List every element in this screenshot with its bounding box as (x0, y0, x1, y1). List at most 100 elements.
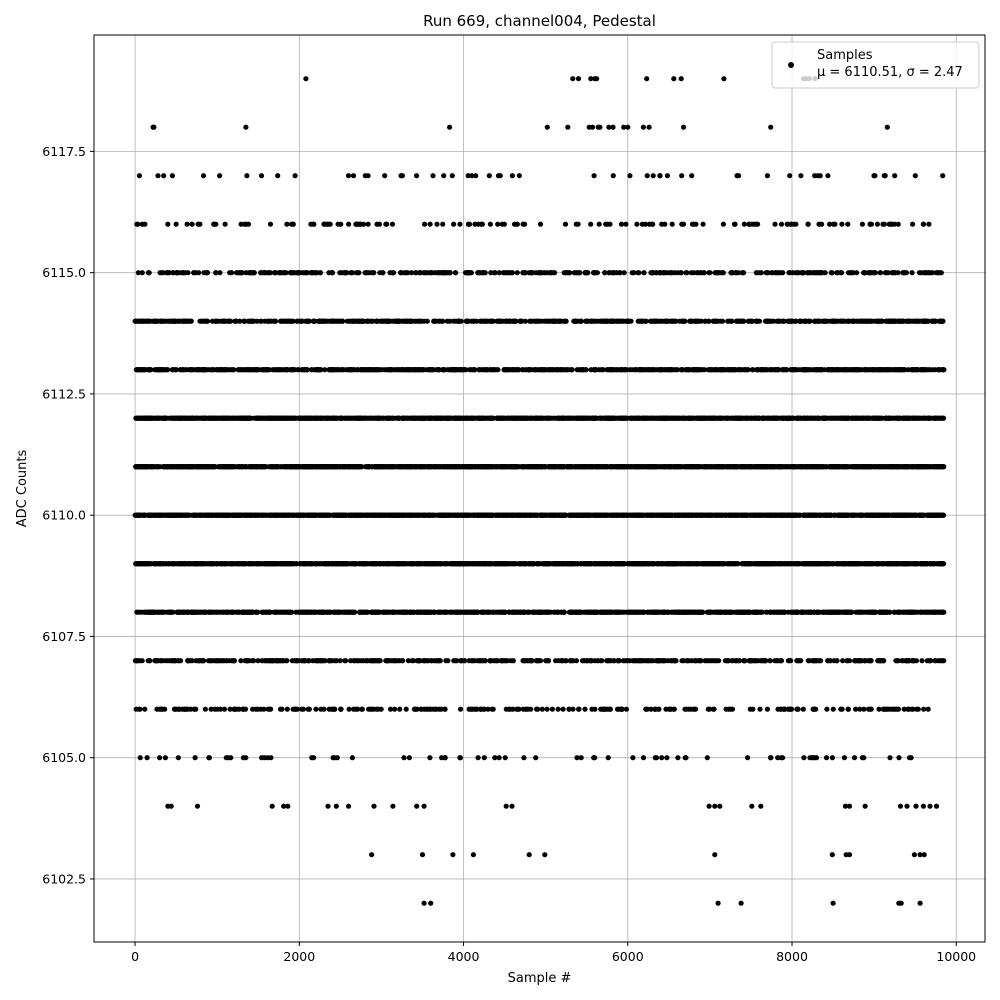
data-point (194, 803, 201, 809)
data-point (223, 755, 229, 761)
data-point (261, 706, 267, 712)
data-point (841, 755, 848, 761)
data-point (788, 609, 794, 615)
data-point (516, 561, 522, 567)
data-point (471, 658, 477, 664)
data-point (201, 658, 207, 664)
data-point (412, 706, 418, 712)
data-point (893, 706, 899, 712)
data-point (591, 755, 597, 761)
data-point (733, 561, 739, 567)
data-point (845, 706, 852, 712)
data-point (824, 706, 830, 712)
data-point (151, 561, 157, 567)
data-point (281, 609, 288, 615)
data-point (438, 706, 444, 712)
data-point (221, 658, 227, 664)
data-point (305, 609, 311, 615)
data-point (555, 706, 561, 712)
data-point (940, 561, 946, 567)
data-point (647, 609, 653, 615)
data-point (620, 561, 626, 567)
data-point (935, 561, 941, 567)
data-point (387, 706, 394, 712)
data-point (361, 609, 367, 615)
data-point (459, 561, 465, 567)
data-point (169, 658, 175, 664)
data-point (279, 706, 285, 712)
data-point (908, 609, 914, 615)
data-point (527, 609, 533, 615)
data-point (533, 755, 539, 761)
data-point (630, 755, 636, 761)
data-point (346, 706, 352, 712)
data-point (791, 561, 798, 567)
data-point (224, 561, 230, 567)
data-point (884, 561, 890, 567)
data-point (801, 755, 807, 761)
data-point (702, 658, 708, 664)
data-point (442, 561, 448, 567)
data-point (273, 609, 279, 615)
data-point (539, 706, 545, 712)
data-point (442, 755, 448, 761)
data-point (489, 561, 495, 567)
data-point (208, 706, 214, 712)
data-point (638, 609, 645, 615)
data-point (608, 609, 614, 615)
data-point (366, 706, 372, 712)
data-point (539, 609, 545, 615)
data-point (594, 76, 600, 82)
data-point (238, 658, 244, 664)
data-point (291, 658, 298, 664)
data-point (827, 658, 834, 664)
data-point (657, 658, 663, 664)
data-point (569, 658, 575, 664)
data-point (265, 755, 271, 761)
data-point (671, 609, 678, 615)
data-point (795, 706, 801, 712)
data-point (183, 706, 190, 712)
data-point (615, 706, 621, 712)
data-point (481, 755, 487, 761)
data-point (823, 755, 830, 761)
data-point (756, 561, 762, 567)
data-point (892, 561, 899, 567)
data-point (830, 609, 836, 615)
data-point (842, 803, 849, 809)
data-point (917, 900, 923, 906)
data-point (846, 803, 853, 809)
data-point (932, 609, 938, 615)
data-point (662, 658, 668, 664)
data-points (132, 76, 947, 906)
data-point (716, 658, 722, 664)
data-point (673, 658, 679, 664)
data-point (142, 706, 148, 712)
data-point (615, 658, 621, 664)
data-point (758, 609, 764, 615)
data-point (369, 852, 375, 858)
data-point (748, 561, 754, 567)
data-point (917, 852, 923, 858)
data-point (652, 755, 658, 761)
data-point (562, 658, 569, 664)
data-point (351, 561, 357, 567)
data-point (410, 561, 416, 567)
data-point (523, 706, 529, 712)
data-point (755, 658, 761, 664)
data-point (634, 658, 640, 664)
data-point (209, 561, 215, 567)
data-point (664, 755, 670, 761)
data-point (610, 561, 617, 567)
data-point (854, 658, 860, 664)
data-point (857, 706, 863, 712)
data-point (236, 706, 242, 712)
data-point (463, 609, 469, 615)
data-point (316, 561, 322, 567)
data-point (729, 706, 736, 712)
data-point (492, 755, 498, 761)
data-point (227, 706, 233, 712)
data-point (745, 609, 751, 615)
data-point (820, 609, 826, 615)
data-point (713, 561, 720, 567)
